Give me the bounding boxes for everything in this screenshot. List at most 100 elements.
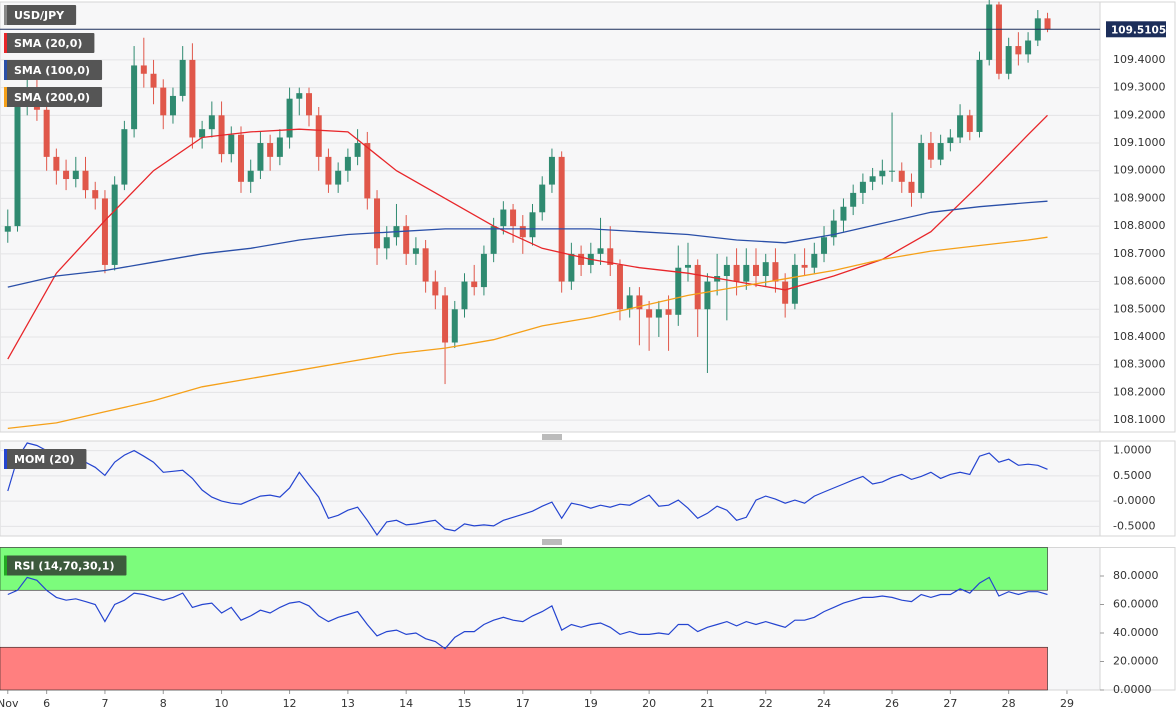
candle-body [850,192,857,207]
candle-body [374,198,381,249]
candle-body [548,156,555,185]
legend-swatch [4,87,7,107]
candle-body [957,115,964,138]
candle-body [597,248,604,254]
candle-body [947,137,954,144]
rsi-zone [0,547,1048,591]
candle-body [121,129,128,185]
axis-background [1099,440,1176,537]
indicator-line [7,442,1048,537]
candle-body [267,143,274,157]
legend-box [4,5,77,25]
indicator-line [7,576,1048,650]
x-tick-label: 24 [817,697,831,710]
candle-body [869,176,876,182]
candle-body [189,59,196,138]
candle-body [296,93,303,99]
candle-body [558,156,565,282]
legend-entry: SMA (20,0) [4,33,95,53]
x-tick-label: 6 [43,697,50,710]
candle-body [743,264,750,282]
separator-handle [542,434,562,545]
candle-body [1025,40,1032,55]
y-tick-label: -0.0000 [1113,494,1155,507]
y-tick-label: 20.0000 [1113,655,1159,668]
candle-body [655,309,662,318]
legend-swatch [4,60,7,80]
candle-body [859,181,866,193]
candle-body [150,73,157,88]
candle-body [937,143,944,160]
y-tick-label: -0.5000 [1113,519,1155,532]
candle-body [14,101,21,227]
axis-background [1099,1,1176,433]
x-tick-label: 28 [1002,697,1016,710]
candle-body [908,181,915,193]
legend-entry: MOM (20) [4,449,87,469]
candle-body [879,170,886,177]
candle-body [986,4,993,60]
y-tick-label: 40.0000 [1113,626,1159,639]
candle-body [364,143,371,199]
candle-body [636,295,643,310]
x-tick-label: 21 [700,697,714,710]
x-tick-label: 22 [759,697,773,710]
legend-label: USD/JPY [14,9,65,22]
sma-line [7,200,1048,288]
x-tick-label: 7 [101,697,108,710]
candle-body [101,198,108,265]
x-tick-label: 19 [584,697,598,710]
y-tick-label: 109.1000 [1113,136,1166,149]
candle-body [898,170,905,182]
candle-body [568,253,575,282]
last-price-tag [1106,21,1166,38]
last-price-label: 109.5105 [1111,24,1166,36]
candle-body [616,264,623,310]
candle-body [276,137,283,157]
candle-body [772,262,779,282]
candle-body [140,65,147,74]
candle-body [791,264,798,304]
legend-box [4,449,87,469]
candle-body [626,295,633,310]
candle-body [840,206,847,221]
y-tick-label: 109.3000 [1113,81,1166,94]
y-tick-label: 108.5000 [1113,302,1166,315]
legend-swatch [4,33,7,53]
candle-body [500,209,507,227]
y-tick-label: 0.0000 [1113,683,1152,696]
legend-entry: SMA (200,0) [4,87,103,107]
legend-entry: SMA (100,0) [4,60,103,80]
candle-body [966,115,973,132]
candle-body [335,170,342,185]
candle-body [111,184,118,265]
candle-body [257,143,264,171]
candle-body [607,248,614,265]
x-tick-label: 13 [341,697,355,710]
candle-body [82,170,89,191]
candle-body [1015,46,1022,55]
candle-body [315,115,322,157]
x-tick-label: 14 [399,697,413,710]
x-tick-label: Nov [0,697,19,710]
x-tick-label: 15 [457,697,471,710]
candle-body [247,170,254,182]
legend-swatch [4,449,7,469]
candle-body [325,156,332,185]
candle-body [306,93,313,116]
candle-body [471,281,478,288]
panel-background [0,1,1101,433]
candle-body [160,87,167,116]
candle-body [461,281,468,310]
legend-entry: RSI (14,70,30,1) [4,555,127,576]
y-tick-label: 108.3000 [1113,358,1166,371]
candle-body [179,59,186,96]
legend-entry: USD/JPY [4,5,77,25]
candle-body [510,209,517,227]
candle-body [4,226,11,232]
candle-body [578,253,585,265]
candle-body [733,264,740,282]
candle-body [821,237,828,254]
candle-body [723,264,730,277]
y-tick-label: 108.4000 [1113,330,1166,343]
